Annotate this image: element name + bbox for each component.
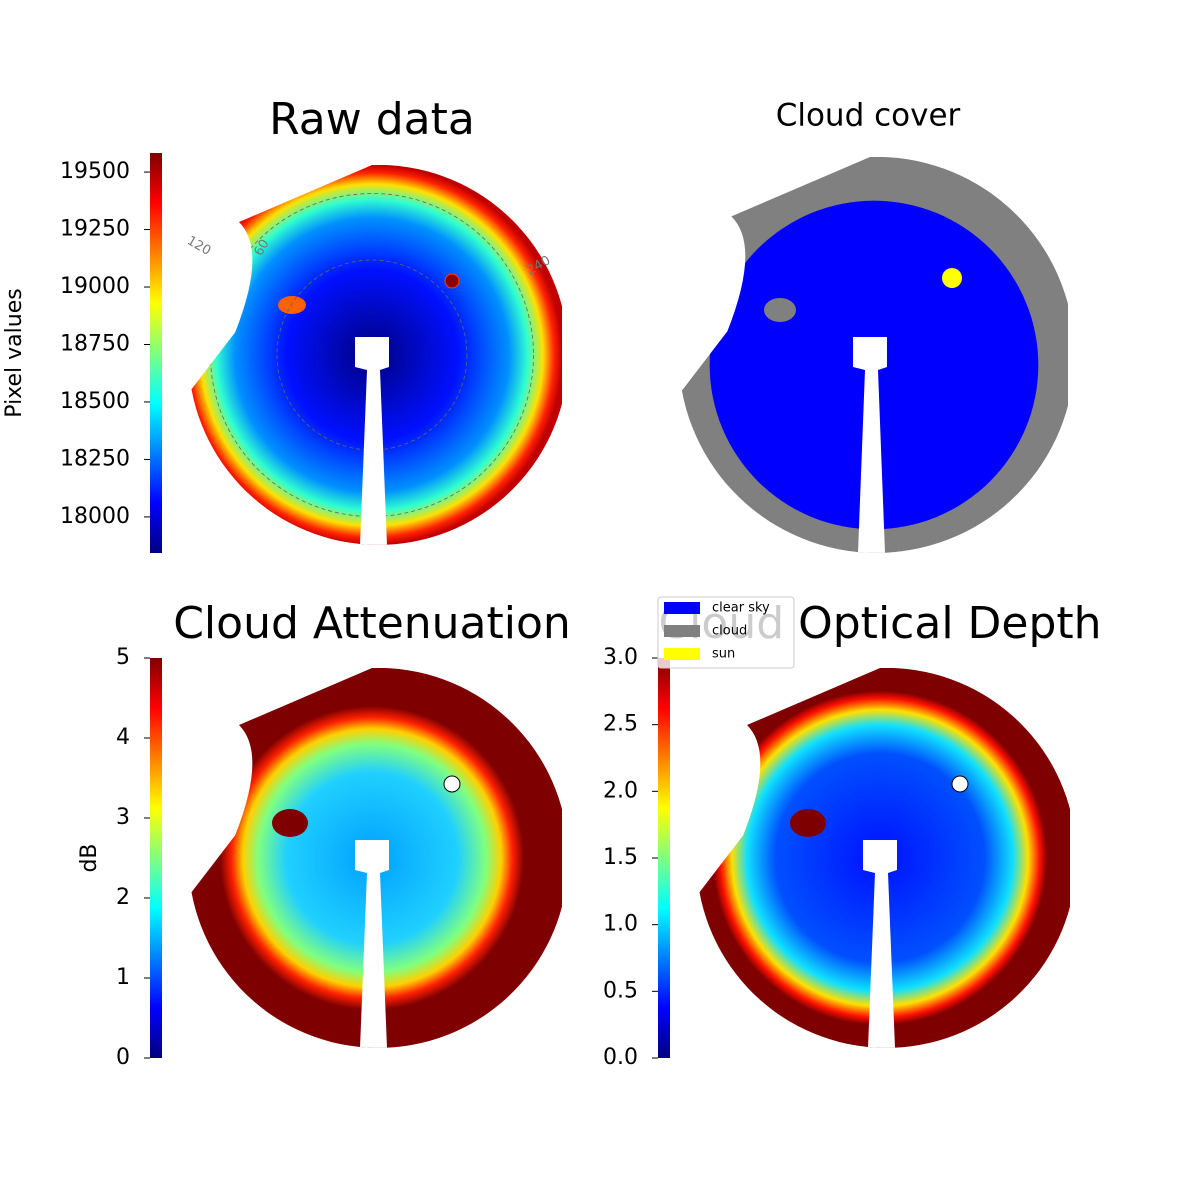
legend-swatch — [664, 648, 700, 660]
legend-swatch — [664, 602, 700, 614]
panel-title: Cloud cover — [776, 98, 961, 134]
cloud-patch — [764, 298, 796, 322]
sky-image — [191, 668, 562, 1048]
tick-label: 4 — [116, 725, 130, 750]
tick-label: 19000 — [60, 274, 130, 299]
tick-label: 1.0 — [603, 912, 638, 937]
legend-swatch — [664, 625, 700, 637]
tick-label: 18500 — [60, 389, 130, 414]
sky-image — [681, 157, 1068, 553]
panel: Raw data 18000 18250 18500 18750 19000 19250 19… — [2, 94, 562, 553]
sky-image — [191, 165, 562, 545]
tick-label: 3 — [116, 805, 130, 830]
panel-title: Raw data — [269, 94, 475, 145]
sun — [951, 775, 969, 793]
panel: Cloud Attenuation 0 1 2 3 4 5 dB — [77, 598, 571, 1070]
mast — [355, 337, 389, 545]
sky-image — [699, 668, 1070, 1048]
tick-label: 19250 — [60, 217, 130, 242]
cloud-patch — [278, 296, 306, 314]
polar-label: 60 — [252, 237, 273, 259]
tick-label: 2.5 — [603, 712, 638, 737]
tick-label: 18250 — [60, 446, 130, 471]
tick-label: 1 — [116, 965, 130, 990]
colorbar — [150, 153, 162, 553]
sun — [443, 775, 461, 793]
cloud-patch — [272, 809, 308, 837]
legend-label: cloud — [712, 624, 747, 639]
tick-label: 0.0 — [603, 1045, 638, 1070]
tick-label: 18000 — [60, 504, 130, 529]
colorbar-label: dB — [77, 843, 102, 872]
cloud-patch — [790, 809, 826, 837]
panel: Cloud cover — [681, 98, 1068, 553]
legend-label: sun — [712, 647, 735, 662]
mast — [863, 840, 897, 1048]
tick-label: 3.0 — [603, 645, 638, 670]
colorbar — [150, 658, 162, 1058]
tick-label: 5 — [116, 645, 130, 670]
tick-label: 18750 — [60, 331, 130, 356]
colorbar — [658, 658, 670, 1058]
tick-label: 19500 — [60, 159, 130, 184]
mast — [853, 337, 887, 553]
tick-label: 1.5 — [603, 845, 638, 870]
tick-label: 0.5 — [603, 978, 638, 1003]
panel-title: Cloud Attenuation — [173, 598, 571, 649]
mast — [355, 840, 389, 1048]
legend: clear sky cloud sun — [657, 596, 795, 669]
tick-label: 0 — [116, 1045, 130, 1070]
polar-label: 120 — [184, 234, 213, 259]
sun — [942, 268, 962, 288]
colorbar-label: Pixel values — [2, 288, 27, 417]
sun — [444, 273, 460, 289]
legend-label: clear sky — [712, 601, 770, 616]
tick-label: 2 — [116, 885, 130, 910]
tick-label: 2.0 — [603, 778, 638, 803]
